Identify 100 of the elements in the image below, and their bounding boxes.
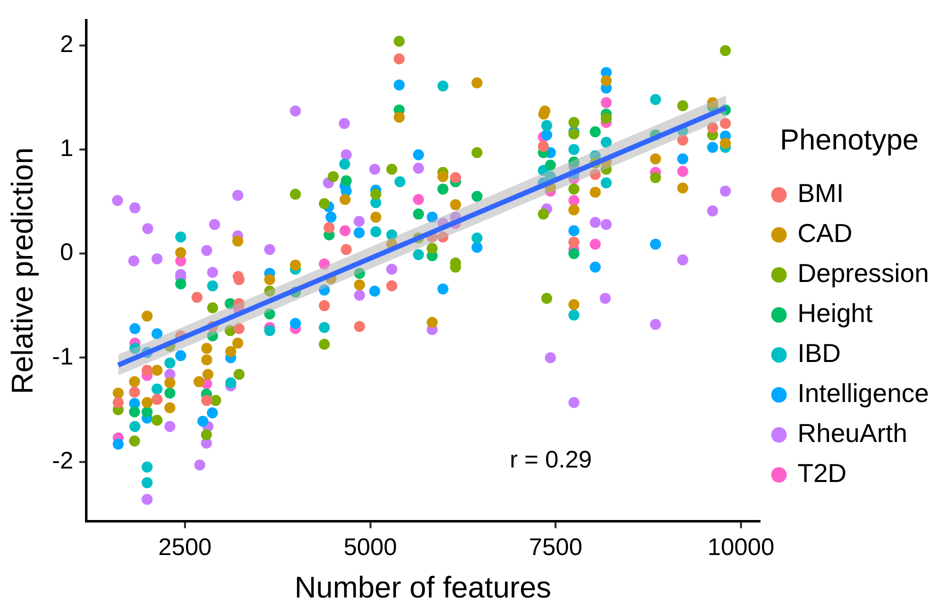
point bbox=[450, 172, 462, 184]
point bbox=[568, 225, 580, 236]
point bbox=[600, 136, 612, 148]
point bbox=[224, 298, 236, 310]
point bbox=[264, 286, 276, 297]
point bbox=[412, 162, 424, 174]
point bbox=[201, 354, 212, 366]
point bbox=[437, 171, 448, 182]
point bbox=[650, 94, 662, 106]
point bbox=[142, 364, 153, 376]
point bbox=[194, 376, 205, 388]
point bbox=[340, 175, 352, 186]
point bbox=[720, 45, 731, 56]
point bbox=[412, 194, 424, 205]
point bbox=[412, 149, 424, 160]
point bbox=[142, 494, 153, 505]
point bbox=[152, 383, 163, 394]
point bbox=[707, 97, 718, 108]
point bbox=[129, 436, 140, 447]
point bbox=[568, 310, 580, 321]
y-tick-label: -2 bbox=[52, 447, 74, 474]
point bbox=[426, 242, 438, 254]
point bbox=[234, 368, 245, 380]
point bbox=[650, 318, 662, 330]
y-tick-label: -1 bbox=[52, 343, 74, 370]
point bbox=[677, 182, 688, 194]
point bbox=[318, 322, 330, 334]
point bbox=[152, 364, 163, 376]
point bbox=[600, 97, 612, 108]
point bbox=[175, 231, 186, 242]
point bbox=[472, 232, 483, 244]
point bbox=[369, 286, 380, 297]
point bbox=[650, 153, 662, 164]
point bbox=[677, 100, 688, 112]
point bbox=[386, 164, 398, 175]
point bbox=[318, 300, 330, 312]
point bbox=[129, 202, 140, 214]
point bbox=[437, 80, 448, 92]
point bbox=[354, 268, 366, 279]
point bbox=[264, 308, 276, 320]
point bbox=[207, 330, 218, 342]
point bbox=[201, 394, 212, 406]
point bbox=[164, 357, 176, 368]
legend-label: CAD bbox=[797, 218, 852, 248]
point bbox=[354, 216, 365, 227]
point bbox=[707, 122, 718, 134]
x-tick-label: 7500 bbox=[528, 534, 582, 562]
point bbox=[142, 397, 153, 408]
legend-label: T2D bbox=[797, 458, 847, 488]
point bbox=[437, 184, 448, 195]
point bbox=[340, 149, 352, 160]
point bbox=[544, 160, 556, 171]
point bbox=[394, 176, 406, 188]
legend-label: BMI bbox=[797, 178, 844, 208]
point bbox=[600, 292, 611, 304]
point bbox=[232, 338, 244, 349]
point bbox=[370, 226, 382, 238]
point bbox=[197, 416, 208, 427]
point bbox=[152, 414, 163, 426]
point bbox=[152, 253, 163, 264]
point bbox=[202, 368, 214, 380]
point bbox=[538, 140, 549, 152]
point bbox=[394, 112, 405, 123]
point bbox=[290, 318, 301, 329]
point bbox=[338, 118, 350, 129]
point bbox=[568, 204, 580, 216]
point bbox=[207, 280, 218, 292]
point bbox=[650, 172, 662, 184]
point bbox=[720, 138, 731, 149]
point bbox=[426, 316, 438, 328]
point bbox=[590, 238, 601, 250]
point bbox=[568, 116, 580, 128]
point bbox=[354, 227, 365, 238]
point bbox=[112, 195, 123, 206]
point bbox=[129, 376, 140, 388]
point bbox=[568, 144, 580, 156]
point bbox=[538, 208, 549, 220]
point bbox=[142, 462, 153, 473]
legend-label: IBD bbox=[797, 338, 841, 368]
point bbox=[568, 299, 580, 310]
point bbox=[325, 212, 336, 223]
point bbox=[450, 199, 462, 210]
x-tick-label: 5000 bbox=[344, 534, 397, 562]
point bbox=[386, 264, 398, 275]
point bbox=[207, 302, 218, 314]
point bbox=[340, 194, 351, 205]
point bbox=[354, 290, 366, 301]
point bbox=[472, 242, 483, 253]
point bbox=[426, 212, 438, 223]
point bbox=[386, 280, 398, 292]
point bbox=[369, 164, 380, 175]
x-tick-label: 10000 bbox=[708, 534, 774, 562]
point bbox=[175, 247, 186, 258]
legend-label: Depression bbox=[797, 258, 929, 288]
point bbox=[544, 352, 556, 364]
point bbox=[541, 129, 552, 140]
point bbox=[541, 120, 552, 132]
point bbox=[370, 212, 382, 223]
point bbox=[318, 198, 330, 210]
point bbox=[568, 236, 580, 248]
